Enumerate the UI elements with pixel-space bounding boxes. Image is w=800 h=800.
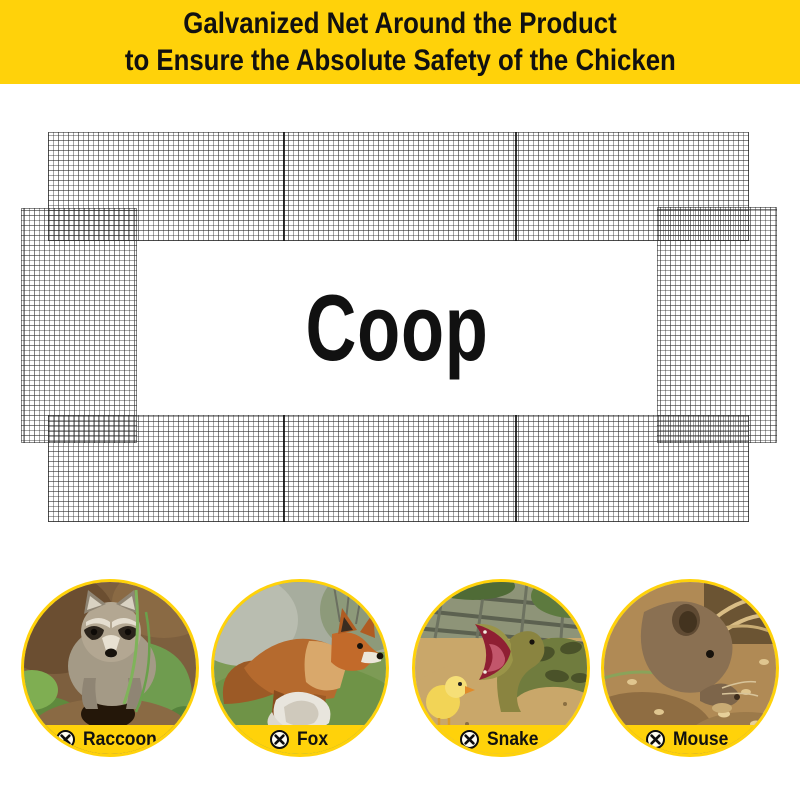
predator-badge: Mouse	[604, 725, 776, 754]
mesh-fold-seam	[283, 132, 285, 241]
mesh-panel-left-flap	[21, 208, 137, 443]
predator-badge: Snake	[415, 725, 587, 754]
crossed-out-icon	[646, 730, 666, 749]
crossed-out-icon	[269, 730, 289, 749]
header-banner: Galvanized Net Around the Product to Ens…	[0, 0, 800, 84]
banner-title-line-1: Galvanized Net Around the Product	[183, 7, 617, 40]
predator-card-snake: Snake	[412, 579, 590, 757]
predator-card-mouse: Mouse	[601, 579, 779, 757]
coop-area: Coop	[137, 241, 657, 415]
predator-label: Snake	[486, 728, 539, 750]
banner-title-line-2: to Ensure the Absolute Safety of the Chi…	[124, 44, 676, 77]
coop-label: Coop	[305, 275, 489, 380]
mesh-panel-top	[48, 132, 749, 241]
predator-card-fox: Fox	[211, 579, 389, 757]
predator-label: Mouse	[673, 728, 729, 750]
mesh-panel-right-flap	[657, 207, 777, 443]
mesh-panel-bottom	[48, 415, 749, 522]
mesh-fold-seam	[515, 415, 517, 522]
predator-badge: Raccoon	[24, 725, 196, 754]
crossed-out-icon	[459, 730, 479, 749]
predator-label: Fox	[296, 728, 328, 750]
predator-card-raccoon: Raccoon	[21, 579, 199, 757]
mesh-fold-seam	[515, 132, 517, 241]
mesh-fold-seam	[283, 415, 285, 522]
predator-badge: Fox	[214, 725, 386, 754]
crossed-out-icon	[56, 730, 76, 749]
predator-label: Raccoon	[83, 728, 158, 750]
fox-photo	[214, 582, 386, 754]
